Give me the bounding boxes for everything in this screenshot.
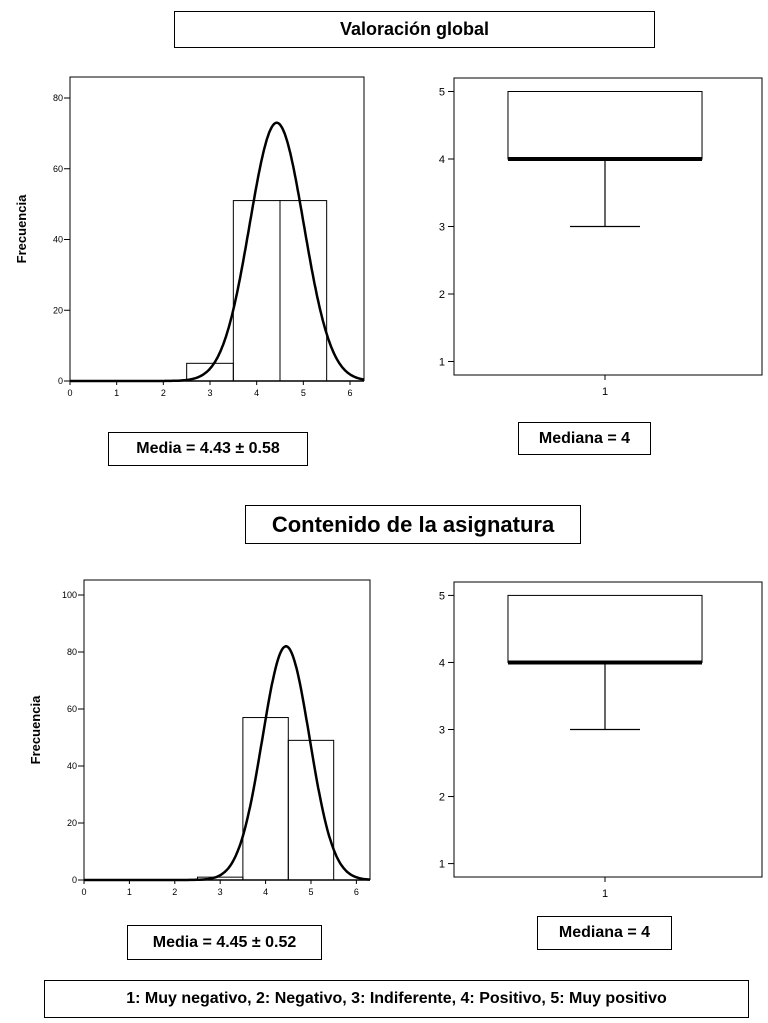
y-tick-label: 0 (72, 875, 77, 885)
media-label-contenido: Media = 4.45 ± 0.52 (127, 925, 322, 960)
y-axis-label: Frecuencia (14, 194, 29, 263)
y-tick-label: 40 (53, 235, 63, 245)
plot-frame (83, 579, 371, 880)
y-tick-label: 3 (439, 725, 445, 737)
x-tick-label: 4 (263, 887, 268, 897)
y-tick-label: 40 (67, 761, 77, 771)
x-tick-label: 5 (308, 887, 313, 897)
x-tick-label: 2 (161, 388, 166, 398)
y-tick-label: 20 (67, 818, 77, 828)
x-tick-label: 0 (81, 887, 86, 897)
x-tick-label: 6 (354, 887, 359, 897)
y-tick-label: 4 (439, 154, 445, 166)
y-tick-label: 5 (439, 590, 445, 602)
media-label-valoracion: Media = 4.43 ± 0.58 (108, 432, 308, 466)
x-tick-label: 0 (67, 388, 72, 398)
y-tick-label: 2 (439, 792, 445, 804)
x-tick-label: 1 (602, 386, 608, 398)
y-tick-label: 100 (62, 590, 77, 600)
y-tick-label: 1 (439, 859, 445, 871)
y-tick-label: 2 (439, 289, 445, 301)
x-tick-label: 5 (301, 388, 306, 398)
y-tick-label: 4 (439, 657, 445, 669)
y-tick-label: 1 (439, 357, 445, 369)
mediana-label-valoracion: Mediana = 4 (518, 422, 651, 455)
interquartile-box (507, 594, 703, 663)
x-tick-label: 1 (127, 887, 132, 897)
x-tick-label: 4 (254, 388, 259, 398)
x-tick-label: 2 (172, 887, 177, 897)
y-tick-label: 3 (439, 222, 445, 234)
y-tick-label: 5 (439, 87, 445, 99)
x-tick-label: 6 (347, 388, 352, 398)
scale-legend: 1: Muy negativo, 2: Negativo, 3: Indifer… (44, 980, 749, 1018)
x-tick-label: 1 (114, 388, 119, 398)
x-tick-label: 3 (218, 887, 223, 897)
y-tick-label: 20 (53, 305, 63, 315)
y-tick-label: 60 (67, 704, 77, 714)
section2-title: Contenido de la asignatura (245, 505, 581, 544)
x-tick-label: 1 (602, 888, 608, 900)
y-tick-label: 80 (53, 93, 63, 103)
y-axis-label: Frecuencia (28, 695, 43, 764)
plot-frame (69, 76, 365, 381)
section1-title: Valoración global (174, 11, 655, 48)
x-tick-label: 3 (207, 388, 212, 398)
y-tick-label: 60 (53, 164, 63, 174)
y-tick-label: 0 (58, 376, 63, 386)
mediana-label-contenido: Mediana = 4 (537, 916, 672, 950)
y-tick-label: 80 (67, 647, 77, 657)
